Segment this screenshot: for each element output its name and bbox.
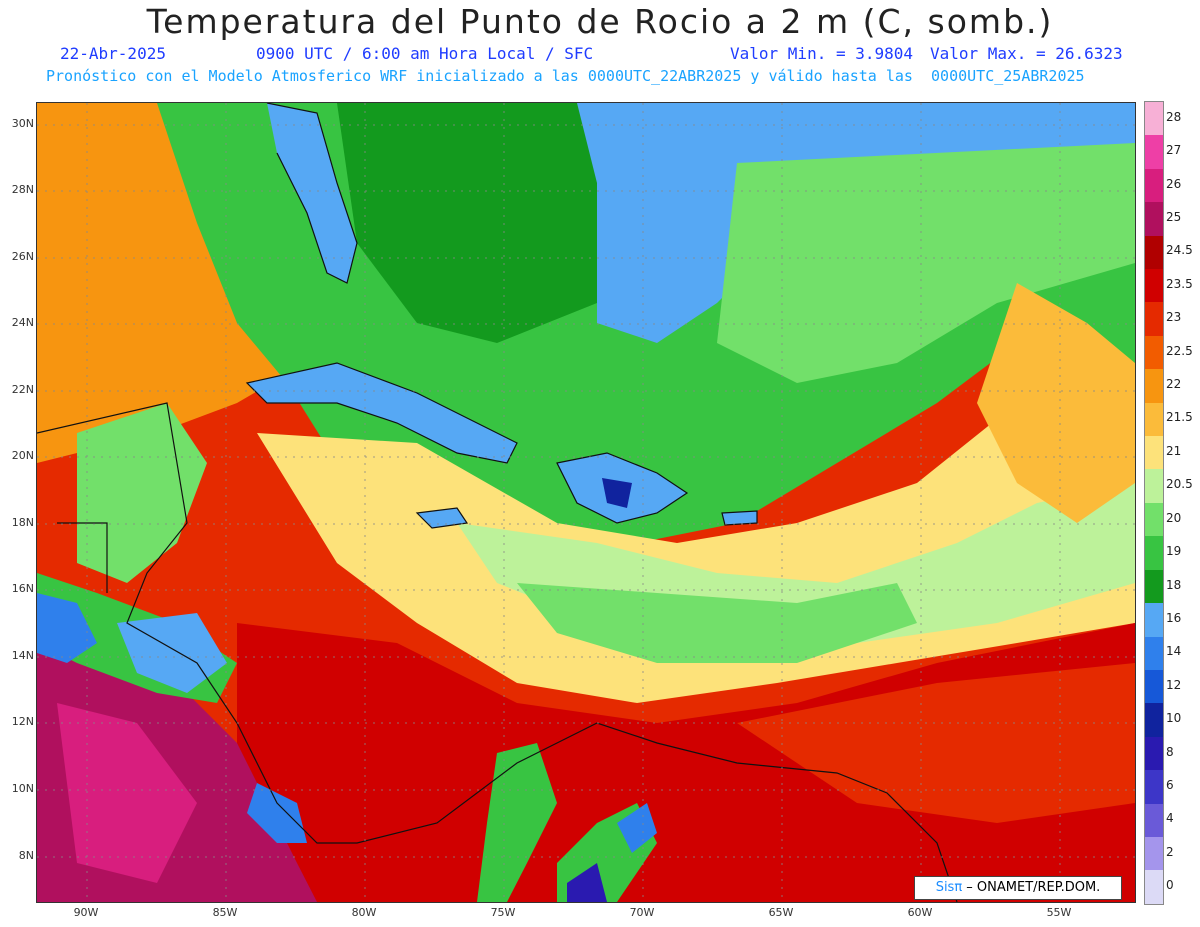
color-scale-swatch bbox=[1145, 736, 1163, 771]
lat-label-14n: 14N bbox=[11, 649, 34, 662]
color-scale-swatch bbox=[1145, 369, 1163, 403]
color-scale-swatch bbox=[1145, 235, 1163, 270]
color-scale-swatch bbox=[1145, 202, 1163, 236]
color-scale-swatch bbox=[1145, 135, 1163, 169]
max-value-label: Valor Max. = 26.6323 bbox=[930, 44, 1123, 63]
color-scale-label: 10 bbox=[1166, 711, 1182, 726]
color-scale-label: 6 bbox=[1166, 778, 1174, 793]
color-scale-label: 19 bbox=[1166, 544, 1182, 559]
dewpoint-map bbox=[36, 102, 1136, 903]
map-title: Temperatura del Punto de Rocio a 2 m (C,… bbox=[146, 2, 1054, 41]
color-scale-label: 0 bbox=[1166, 878, 1174, 893]
lat-label-20n: 20N bbox=[11, 449, 34, 462]
min-value-label: Valor Min. = 3.9804 bbox=[730, 44, 914, 63]
time-label: 0900 UTC / 6:00 am Hora Local / SFC bbox=[256, 44, 594, 63]
color-scale-label: 8 bbox=[1166, 744, 1174, 759]
lat-label-18n: 18N bbox=[11, 516, 34, 529]
lon-label-55w: 55W bbox=[1046, 906, 1072, 919]
model-info-line: Pronóstico con el Modelo Atmosferico WRF… bbox=[46, 67, 1085, 85]
color-scale-swatch bbox=[1145, 603, 1163, 637]
lon-label-60w: 60W bbox=[907, 906, 933, 919]
color-scale-swatch bbox=[1145, 302, 1163, 336]
lon-label-70w: 70W bbox=[629, 906, 655, 919]
credit-box: Sisπ – ONAMET/REP.DOM. bbox=[914, 876, 1122, 900]
color-scale-label: 12 bbox=[1166, 677, 1182, 692]
color-scale-label: 2 bbox=[1166, 844, 1174, 859]
color-scale-label: 22 bbox=[1166, 377, 1182, 392]
color-scale-swatch bbox=[1145, 335, 1163, 370]
color-scale-swatch bbox=[1145, 870, 1163, 904]
color-scale-label: 23 bbox=[1166, 310, 1182, 325]
lat-label-24n: 24N bbox=[11, 316, 34, 329]
color-scale-swatch bbox=[1145, 569, 1163, 604]
credit-logo: Sisπ bbox=[935, 880, 963, 895]
color-scale-swatch bbox=[1145, 669, 1163, 704]
color-scale-swatch bbox=[1145, 436, 1163, 470]
color-scale-label: 18 bbox=[1166, 577, 1182, 592]
credit-text: – ONAMET/REP.DOM. bbox=[962, 880, 1101, 895]
color-scale-swatch bbox=[1145, 168, 1163, 203]
lon-label-85w: 85W bbox=[212, 906, 238, 919]
color-scale-swatch bbox=[1145, 703, 1163, 737]
color-scale-label: 25 bbox=[1166, 209, 1182, 224]
date-label: 22-Abr-2025 bbox=[60, 44, 166, 63]
color-scale-label: 27 bbox=[1166, 143, 1182, 158]
color-scale-label: 24.5 bbox=[1166, 243, 1193, 258]
color-scale-swatch bbox=[1145, 636, 1163, 670]
lon-label-90w: 90W bbox=[73, 906, 99, 919]
color-scale-label: 14 bbox=[1166, 644, 1182, 659]
color-scale-label: 20 bbox=[1166, 510, 1182, 525]
lat-label-30n: 30N bbox=[11, 117, 34, 130]
color-scale-bar bbox=[1144, 101, 1164, 905]
color-scale-swatch bbox=[1145, 836, 1163, 871]
color-scale-label: 26 bbox=[1166, 176, 1182, 191]
color-scale-swatch bbox=[1145, 469, 1163, 503]
color-scale-swatch bbox=[1145, 770, 1163, 804]
lat-label-8n: 8N bbox=[18, 849, 34, 862]
color-scale-label: 20.5 bbox=[1166, 477, 1193, 492]
lon-label-65w: 65W bbox=[768, 906, 794, 919]
color-scale-label: 22.5 bbox=[1166, 343, 1193, 358]
color-scale-swatch bbox=[1145, 402, 1163, 437]
color-scale-swatch bbox=[1145, 502, 1163, 537]
lon-label-75w: 75W bbox=[490, 906, 516, 919]
lat-label-10n: 10N bbox=[11, 782, 34, 795]
lon-label-80w: 80W bbox=[351, 906, 377, 919]
color-scale-label: 23.5 bbox=[1166, 276, 1193, 291]
lat-label-12n: 12N bbox=[11, 715, 34, 728]
color-scale-swatch bbox=[1145, 536, 1163, 570]
color-scale-label: 21.5 bbox=[1166, 410, 1193, 425]
lat-label-26n: 26N bbox=[11, 250, 34, 263]
lat-label-16n: 16N bbox=[11, 582, 34, 595]
color-scale-label: 21 bbox=[1166, 443, 1182, 458]
color-scale-swatch bbox=[1145, 102, 1163, 136]
map-field bbox=[37, 103, 1135, 902]
lat-label-22n: 22N bbox=[11, 383, 34, 396]
lat-label-28n: 28N bbox=[11, 183, 34, 196]
color-scale-label: 28 bbox=[1166, 109, 1182, 124]
color-scale-swatch bbox=[1145, 803, 1163, 837]
color-scale-label: 16 bbox=[1166, 610, 1182, 625]
color-scale-label: 4 bbox=[1166, 811, 1174, 826]
color-scale-swatch bbox=[1145, 269, 1163, 303]
